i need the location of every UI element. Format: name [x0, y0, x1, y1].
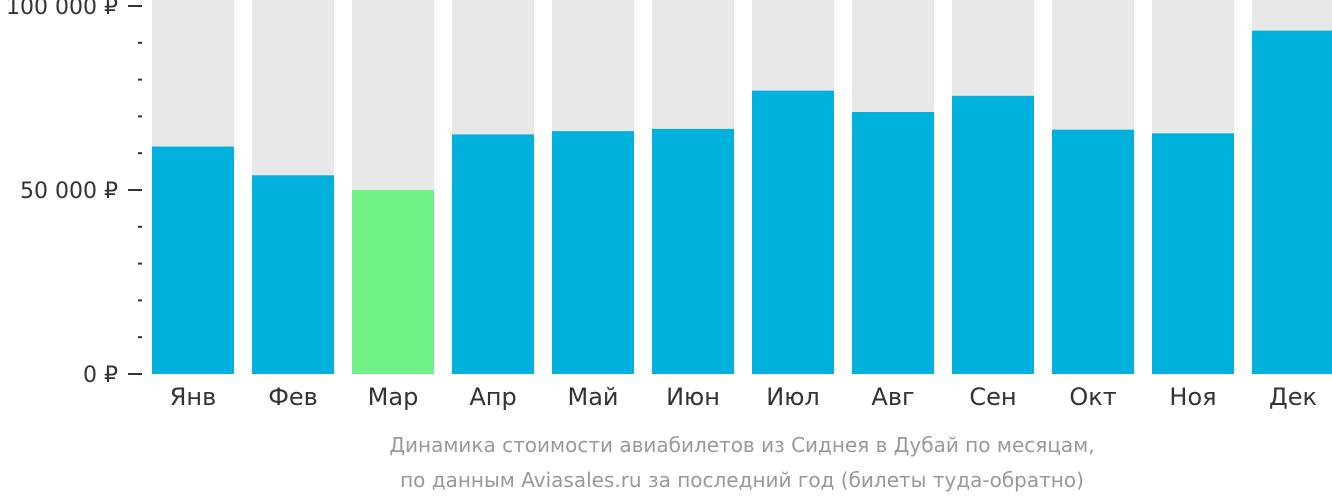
- bar-1[interactable]: [152, 146, 234, 374]
- x-tick-label-10: Окт: [1069, 383, 1116, 411]
- x-tick-label-11: Ноя: [1169, 383, 1216, 411]
- bar-8[interactable]: [852, 111, 934, 374]
- x-axis-labels: Янв Фев Мар Апр Май Июн Июл Авг Сен Окт Ноя Дек: [170, 383, 1317, 411]
- x-tick-label-9: Сен: [969, 383, 1016, 411]
- chart-caption-line-1: Динамика стоимости авиабилетов из Сиднея…: [389, 433, 1094, 457]
- chart-caption-line-2: по данным Aviasales.ru за последний год …: [400, 468, 1084, 492]
- y-tick-label-2: 50 000 ₽: [20, 179, 118, 204]
- bar-9[interactable]: [952, 95, 1034, 375]
- x-tick-label-6: Июн: [666, 383, 720, 411]
- x-tick-label-3: Мар: [368, 383, 419, 411]
- bar-10[interactable]: [1052, 129, 1134, 374]
- data-bars: [152, 30, 1332, 375]
- x-tick-label-1: Янв: [170, 383, 217, 411]
- bar-5[interactable]: [552, 131, 634, 374]
- bar-12[interactable]: [1252, 30, 1332, 374]
- bar-7[interactable]: [752, 90, 834, 374]
- x-tick-label-8: Авг: [871, 383, 914, 411]
- x-tick-label-5: Май: [567, 383, 618, 411]
- bar-2[interactable]: [252, 175, 334, 374]
- bar-11[interactable]: [1152, 133, 1234, 374]
- y-tick-label-3: 100 000 ₽: [6, 0, 118, 20]
- y-axis: 0 ₽ 50 000 ₽ 100 000 ₽: [6, 0, 142, 388]
- x-tick-label-7: Июл: [766, 383, 820, 411]
- x-tick-label-2: Фев: [268, 383, 318, 411]
- y-tick-label-1: 0 ₽: [83, 363, 118, 388]
- bar-3[interactable]: [352, 190, 434, 374]
- bar-4[interactable]: [452, 134, 534, 374]
- x-tick-label-12: Дек: [1269, 383, 1317, 411]
- x-tick-label-4: Апр: [469, 383, 516, 411]
- bar-6[interactable]: [652, 128, 734, 374]
